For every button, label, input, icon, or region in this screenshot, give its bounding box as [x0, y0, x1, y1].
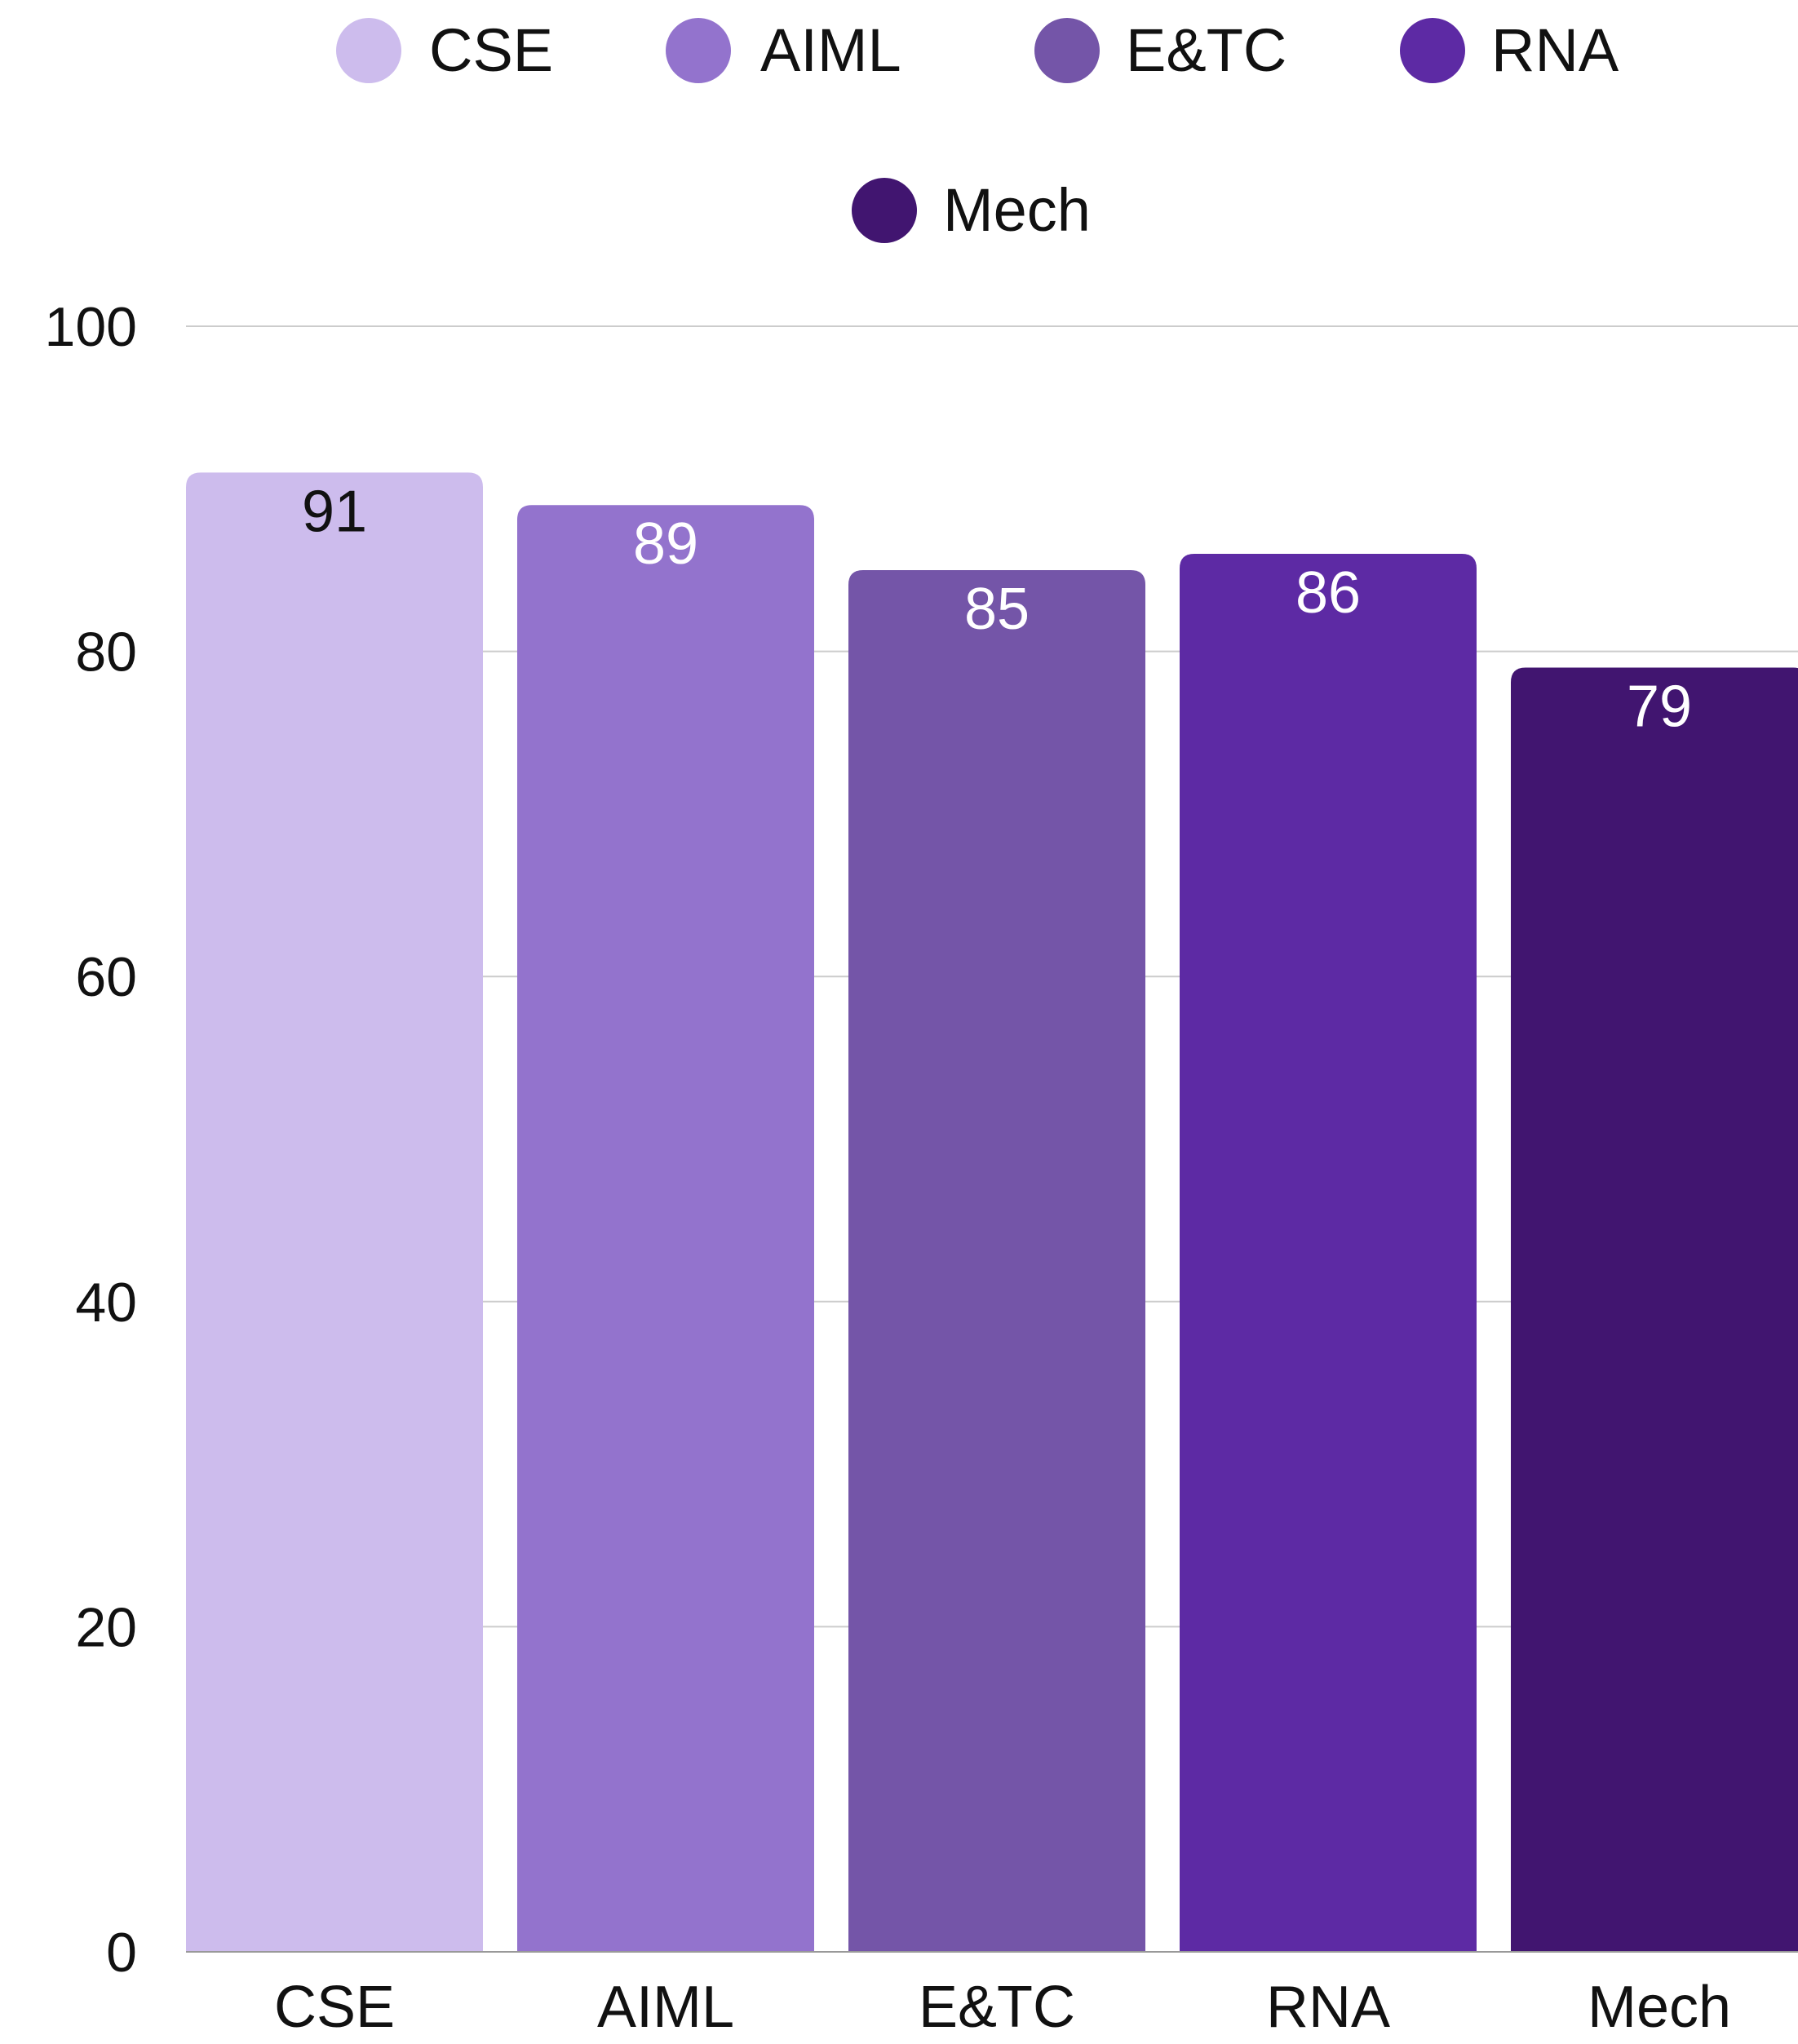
legend-item-aiml: AIML: [666, 16, 901, 84]
data-label-eandtc: 85: [964, 577, 1030, 642]
bar-cse: [186, 472, 483, 1952]
y-tick-label-100: 100: [45, 296, 137, 358]
y-tick-label-80: 80: [75, 622, 137, 684]
legend-item-eandtc: E&TC: [1034, 16, 1286, 84]
legend-label-eandtc: E&TC: [1126, 16, 1286, 84]
y-tick-label-20: 20: [75, 1596, 137, 1658]
x-axis: CSE AIML E&TC RNA Mech: [186, 1951, 1798, 2040]
y-tick-label-0: 0: [106, 1922, 137, 1984]
legend-item-cse: CSE: [336, 16, 553, 84]
legend-item-mech: Mech: [852, 176, 1091, 244]
legend-item-rna: RNA: [1400, 16, 1619, 84]
legend-label-mech: Mech: [943, 176, 1091, 244]
x-tick-label-rna: RNA: [1266, 1975, 1390, 2040]
legend: CSE AIML E&TC RNA Mech: [336, 16, 1619, 244]
y-tick-label-60: 60: [75, 946, 137, 1008]
legend-swatch-rna: [1400, 18, 1465, 83]
bar-mech: [1511, 667, 1798, 1952]
data-label-cse: 91: [302, 479, 367, 544]
legend-label-rna: RNA: [1491, 16, 1619, 84]
y-axis: 0 20 40 60 80 100: [45, 296, 137, 1984]
bar-rna: [1180, 554, 1477, 1952]
data-label-rna: 86: [1295, 560, 1361, 626]
bar-eandtc: [848, 569, 1145, 1953]
bar-aiml: [517, 505, 814, 1952]
x-tick-label-eandtc: E&TC: [919, 1975, 1075, 2040]
bars: 91 89 85 86 79: [186, 472, 1798, 1953]
y-tick-label-40: 40: [75, 1272, 137, 1334]
legend-swatch-cse: [336, 18, 401, 83]
legend-swatch-aiml: [666, 18, 731, 83]
x-tick-label-aiml: AIML: [597, 1975, 734, 2040]
data-label-mech: 79: [1627, 675, 1692, 740]
legend-label-cse: CSE: [429, 16, 553, 84]
legend-swatch-mech: [852, 178, 917, 243]
legend-label-aiml: AIML: [760, 16, 901, 84]
x-tick-label-mech: Mech: [1588, 1975, 1731, 2040]
x-tick-label-cse: CSE: [274, 1975, 395, 2040]
data-label-aiml: 89: [633, 511, 698, 577]
legend-swatch-eandtc: [1034, 18, 1100, 83]
